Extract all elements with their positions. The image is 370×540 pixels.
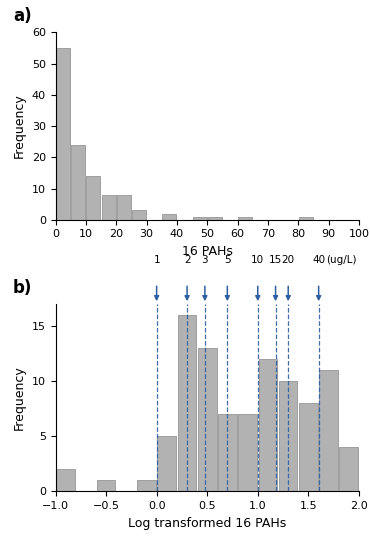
Bar xyxy=(299,217,313,220)
Y-axis label: Frequency: Frequency xyxy=(13,94,26,158)
Bar xyxy=(259,359,277,491)
Text: b): b) xyxy=(13,279,33,296)
Bar xyxy=(299,403,317,491)
Bar xyxy=(178,315,196,491)
Bar xyxy=(193,217,206,220)
Text: (ug/L): (ug/L) xyxy=(326,255,356,265)
Text: 20: 20 xyxy=(282,255,295,265)
Text: 3: 3 xyxy=(202,255,208,265)
Bar xyxy=(238,414,257,491)
Bar xyxy=(238,217,252,220)
Bar xyxy=(102,195,115,220)
X-axis label: 16 PAHs: 16 PAHs xyxy=(182,245,233,258)
Bar xyxy=(162,213,176,220)
Bar xyxy=(340,447,358,491)
Bar xyxy=(319,370,338,491)
Bar xyxy=(56,48,70,220)
Bar xyxy=(132,211,146,220)
Text: 40: 40 xyxy=(312,255,325,265)
Text: 1: 1 xyxy=(153,255,160,265)
Text: 10: 10 xyxy=(251,255,264,265)
Text: 5: 5 xyxy=(224,255,231,265)
X-axis label: Log transformed 16 PAHs: Log transformed 16 PAHs xyxy=(128,517,286,530)
Bar xyxy=(158,436,176,491)
Text: 15: 15 xyxy=(269,255,282,265)
Bar xyxy=(137,481,156,491)
Bar xyxy=(198,348,216,491)
Text: a): a) xyxy=(13,7,32,25)
Bar xyxy=(56,469,75,491)
Bar xyxy=(97,481,115,491)
Bar xyxy=(117,195,131,220)
Y-axis label: Frequency: Frequency xyxy=(13,366,26,430)
Bar xyxy=(208,217,222,220)
Bar xyxy=(279,381,297,491)
Bar xyxy=(218,414,237,491)
Bar xyxy=(71,145,85,220)
Bar xyxy=(87,176,100,220)
Text: 2: 2 xyxy=(184,255,191,265)
